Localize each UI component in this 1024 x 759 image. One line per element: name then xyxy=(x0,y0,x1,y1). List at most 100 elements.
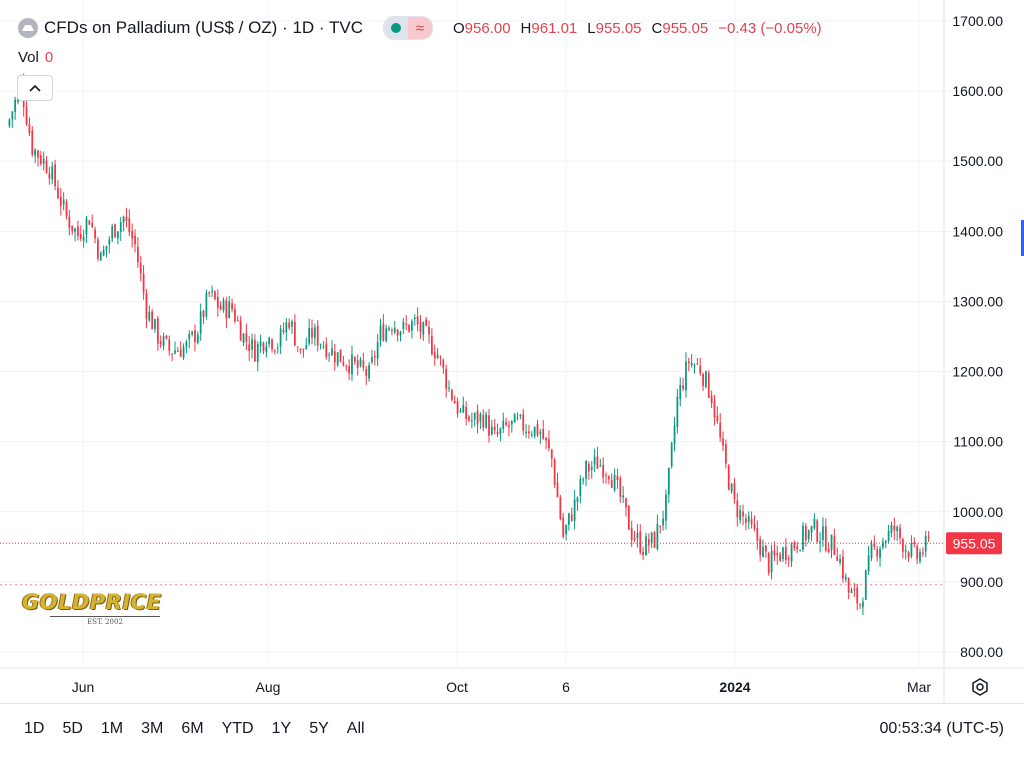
candle xyxy=(653,530,656,549)
candle xyxy=(842,549,844,583)
candle xyxy=(94,226,96,244)
timezone-clock[interactable]: 00:53:34 (UTC-5) xyxy=(879,720,1005,737)
candle xyxy=(62,192,65,211)
candlestick-series xyxy=(8,73,930,616)
candle xyxy=(522,408,525,436)
candle xyxy=(182,343,185,361)
candle xyxy=(319,343,322,350)
candle xyxy=(11,110,14,128)
candle xyxy=(710,390,713,409)
candle xyxy=(901,537,904,559)
side-scroll-marker[interactable] xyxy=(1021,220,1024,256)
candle xyxy=(673,416,676,452)
time-axis[interactable]: Jun Aug Oct 6 2024 Mar xyxy=(72,679,932,695)
candle xyxy=(693,363,696,374)
candle xyxy=(174,341,176,355)
market-status-pill[interactable]: ≈ xyxy=(382,16,433,40)
candle xyxy=(762,539,764,558)
x-tick-label: Jun xyxy=(72,679,95,695)
y-tick-label: 900.00 xyxy=(960,574,1003,590)
price-chart[interactable]: 800.00 900.00 1000.00 1100.00 1200.00 1300.00… xyxy=(0,0,1024,705)
candle xyxy=(656,514,659,551)
candle xyxy=(485,411,488,429)
candle xyxy=(707,370,710,399)
range-ytd-button[interactable]: YTD xyxy=(221,720,254,737)
candle xyxy=(764,544,767,558)
symbol-title[interactable]: CFDs on Palladium (US$ / OZ) · 1D · TVC xyxy=(44,18,363,37)
candle xyxy=(433,344,436,367)
candle xyxy=(54,159,56,191)
candle xyxy=(359,357,362,368)
candle xyxy=(234,303,236,324)
candle xyxy=(236,315,239,322)
candle xyxy=(773,541,776,561)
candle xyxy=(927,531,930,543)
range-3m-button[interactable]: 3M xyxy=(141,720,164,737)
candle xyxy=(856,583,859,611)
candle xyxy=(431,328,433,356)
candle xyxy=(787,555,790,567)
candle xyxy=(470,412,473,429)
chart-legend: CFDs on Palladium (US$ / OZ) · 1D · TVC … xyxy=(18,16,822,40)
range-5y-button[interactable]: 5Y xyxy=(309,720,329,737)
range-1m-button[interactable]: 1M xyxy=(100,720,124,737)
y-tick-label: 1700.00 xyxy=(952,13,1003,29)
candle xyxy=(77,220,79,241)
candle xyxy=(542,420,545,440)
candle xyxy=(904,544,907,560)
candle xyxy=(39,150,42,166)
candle xyxy=(919,548,921,564)
palladium-symbol-icon[interactable] xyxy=(18,18,38,38)
collapse-legend-button[interactable] xyxy=(17,75,53,101)
candle xyxy=(784,538,787,565)
range-1y-button[interactable]: 1Y xyxy=(271,720,292,737)
candle xyxy=(111,223,114,243)
candle xyxy=(154,318,156,333)
candle xyxy=(165,334,168,340)
candle xyxy=(568,512,570,531)
candle xyxy=(148,305,151,323)
candle xyxy=(799,549,802,552)
candle xyxy=(493,418,496,435)
candle xyxy=(687,357,690,372)
range-1d-button[interactable]: 1D xyxy=(24,720,45,737)
candle xyxy=(411,319,413,339)
candle xyxy=(339,349,342,363)
chart-settings-icon[interactable] xyxy=(970,677,990,697)
candle xyxy=(25,98,28,127)
candle xyxy=(502,412,505,433)
candle xyxy=(539,429,542,444)
candle xyxy=(879,546,881,567)
candle xyxy=(716,406,719,424)
approx-wave-icon: ≈ xyxy=(407,17,432,39)
open-label: O xyxy=(452,19,465,37)
candle xyxy=(342,355,345,367)
candle xyxy=(376,334,379,367)
candle xyxy=(667,467,670,503)
goldprice-logo: GOLDPRICE EST. 2002 xyxy=(22,590,188,626)
candle xyxy=(228,296,231,319)
candle xyxy=(622,486,625,504)
candle xyxy=(296,346,299,352)
candle xyxy=(248,336,251,361)
candle xyxy=(553,457,556,488)
candle xyxy=(525,424,527,438)
candle xyxy=(570,507,573,522)
candle xyxy=(348,359,350,381)
candle xyxy=(753,515,756,532)
open-value: 956.00 xyxy=(464,19,511,37)
candle xyxy=(862,597,864,616)
candle xyxy=(333,343,336,371)
range-5d-button[interactable]: 5D xyxy=(62,720,83,737)
candle xyxy=(408,324,410,333)
candle xyxy=(730,482,733,494)
y-tick-label: 1100.00 xyxy=(953,434,1003,450)
candle xyxy=(422,321,425,341)
range-all-button[interactable]: All xyxy=(346,720,365,737)
candle xyxy=(368,361,370,382)
volume-label: Vol xyxy=(18,49,39,66)
candle xyxy=(476,404,479,434)
range-6m-button[interactable]: 6M xyxy=(181,720,204,737)
candle xyxy=(262,341,265,355)
price-axis[interactable]: 800.00 900.00 1000.00 1100.00 1200.00 1300.00… xyxy=(946,13,1003,660)
